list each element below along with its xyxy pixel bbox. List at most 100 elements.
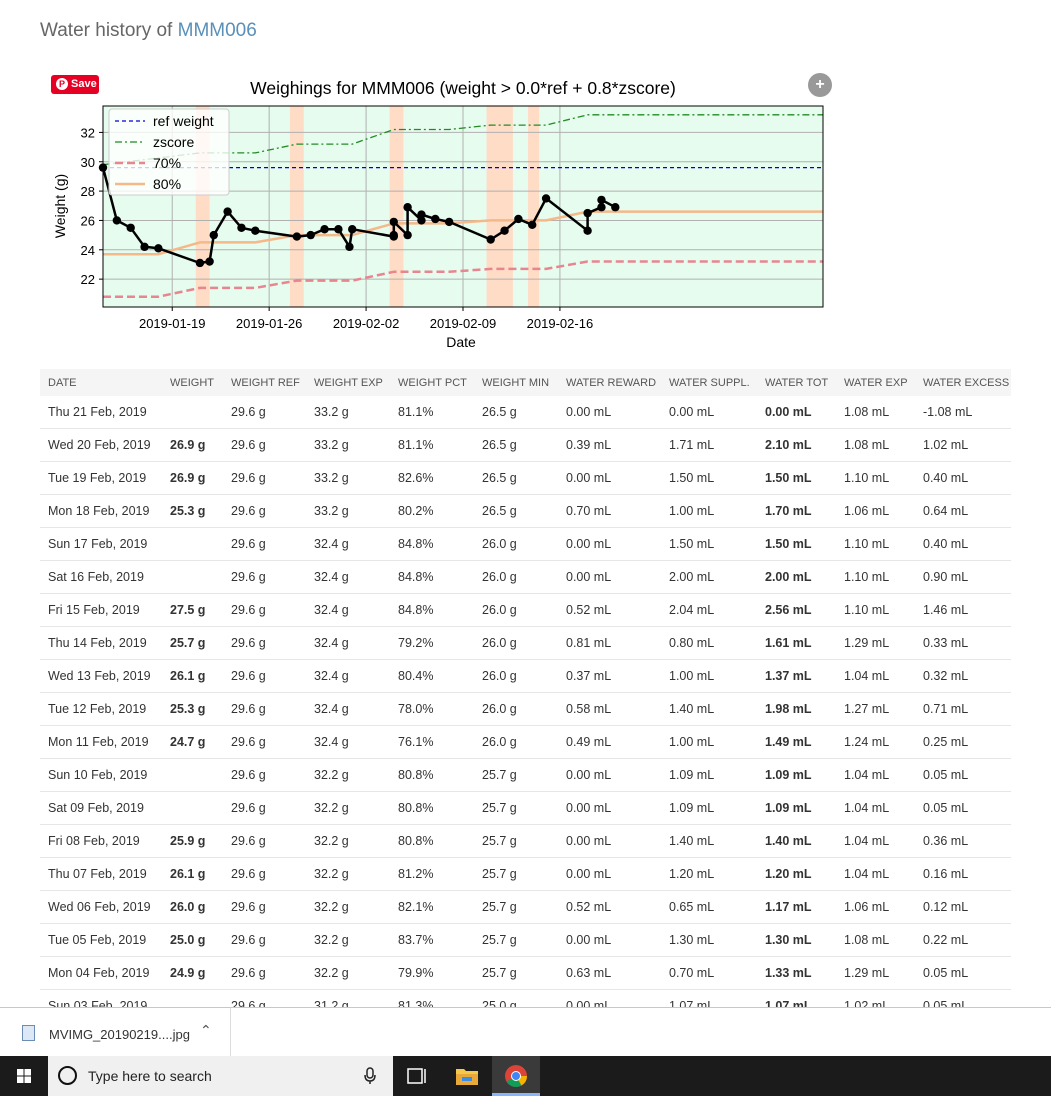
file-explorer-icon[interactable] xyxy=(443,1056,491,1096)
weight-point-31 xyxy=(583,226,592,235)
weight-point-19 xyxy=(389,217,398,227)
table-cell: 1.04 mL xyxy=(836,659,915,693)
water-history-table: DATE WEIGHT WEIGHT REF WEIGHT EXP WEIGHT PCT… xyxy=(40,369,1011,1023)
download-item[interactable]: MVIMG_20190219....jpg ⌃ xyxy=(0,1008,231,1056)
table-cell: 29.6 g xyxy=(223,527,306,561)
table-cell: 1.30 mL xyxy=(661,923,757,957)
weight-point-14 xyxy=(334,225,343,234)
table-cell: 0.40 mL xyxy=(915,527,1011,561)
windows-start-icon[interactable] xyxy=(0,1056,48,1096)
table-cell: 1.04 mL xyxy=(836,758,915,792)
table-cell: Sun 10 Feb, 2019 xyxy=(40,758,162,792)
table-cell: 1.50 mL xyxy=(661,527,757,561)
table-cell xyxy=(162,560,223,594)
x-tick-label-3: 2019-02-09 xyxy=(430,316,497,331)
table-row: Thu 14 Feb, 2019 25.7 g 29.6 g 32.4 g 79.2% 2… xyxy=(40,626,1011,660)
table-row: Wed 20 Feb, 2019 26.9 g 29.6 g 33.2 g 81.1% 2… xyxy=(40,428,1011,462)
table-cell: 24.7 g xyxy=(162,725,223,759)
table-cell: 25.3 g xyxy=(162,692,223,726)
table-cell: 29.6 g xyxy=(223,725,306,759)
table-cell: 32.2 g xyxy=(306,923,390,957)
table-cell: 0.00 mL xyxy=(558,396,661,429)
table-row: Mon 11 Feb, 2019 24.7 g 29.6 g 32.4 g 76.1% 2… xyxy=(40,725,1011,759)
table-cell: 1.70 mL xyxy=(757,494,836,528)
table-cell: 26.5 g xyxy=(474,494,558,528)
crosshair-icon[interactable]: + xyxy=(808,73,832,97)
table-row: Thu 07 Feb, 2019 26.1 g 29.6 g 32.2 g 81.2% 2… xyxy=(40,857,1011,891)
pinterest-save-button[interactable]: P Save xyxy=(51,75,99,94)
table-cell: 0.40 mL xyxy=(915,461,1011,495)
weight-point-9 xyxy=(237,223,246,232)
table-cell: 81.2% xyxy=(390,857,474,891)
table-cell: 33.2 g xyxy=(306,428,390,462)
shaded-band-4 xyxy=(528,106,540,307)
table-cell: 0.52 mL xyxy=(558,890,661,924)
x-tick-label-2: 2019-02-02 xyxy=(333,316,400,331)
weight-point-2 xyxy=(126,223,135,232)
table-cell: 26.0 g xyxy=(474,626,558,660)
table-cell: 84.8% xyxy=(390,527,474,561)
windows-taskbar: Type here to search xyxy=(0,1056,1051,1096)
table-cell: 0.32 mL xyxy=(915,659,1011,693)
table-cell: Mon 04 Feb, 2019 xyxy=(40,956,162,990)
table-row: Wed 13 Feb, 2019 26.1 g 29.6 g 32.4 g 80.4% 2… xyxy=(40,659,1011,693)
table-cell: 1.02 mL xyxy=(915,428,1011,462)
table-cell: 1.08 mL xyxy=(836,923,915,957)
subject-link[interactable]: MMM006 xyxy=(177,20,257,41)
image-file-icon xyxy=(22,1025,35,1041)
x-axis-ticks: 2019-01-19 2019-01-26 2019-02-02 2019-02-09… xyxy=(139,307,593,331)
table-cell: 0.64 mL xyxy=(915,494,1011,528)
table-cell: 1.00 mL xyxy=(661,659,757,693)
table-cell: 0.16 mL xyxy=(915,857,1011,891)
table-cell: 29.6 g xyxy=(223,890,306,924)
table-cell: 0.00 mL xyxy=(558,857,661,891)
task-view-icon[interactable] xyxy=(393,1056,441,1096)
microphone-icon[interactable] xyxy=(363,1067,377,1085)
chrome-icon[interactable] xyxy=(492,1056,540,1096)
column-header: WATER SUPPL. xyxy=(661,369,757,396)
table-cell: 0.90 mL xyxy=(915,560,1011,594)
shaded-band-3 xyxy=(486,106,513,307)
y-tick-label-1: 24 xyxy=(81,243,95,258)
table-cell: 0.81 mL xyxy=(558,626,661,660)
weight-point-20 xyxy=(403,230,412,240)
table-cell: 1.50 mL xyxy=(757,461,836,495)
column-header: WEIGHT PCT xyxy=(390,369,474,396)
taskbar-search-box[interactable]: Type here to search xyxy=(48,1056,393,1096)
table-cell: 1.24 mL xyxy=(836,725,915,759)
weight-point-26 xyxy=(486,235,495,244)
y-tick-label-2: 26 xyxy=(81,213,95,228)
table-row: Tue 19 Feb, 2019 26.9 g 29.6 g 33.2 g 82.6% 2… xyxy=(40,461,1011,495)
table-cell: 0.33 mL xyxy=(915,626,1011,660)
table-cell xyxy=(162,396,223,429)
table-cell: 81.1% xyxy=(390,428,474,462)
table-cell: Wed 13 Feb, 2019 xyxy=(40,659,162,693)
table-cell: 80.8% xyxy=(390,758,474,792)
table-cell: 0.37 mL xyxy=(558,659,661,693)
x-tick-label-1: 2019-01-26 xyxy=(236,316,303,331)
weight-point-30 xyxy=(541,194,551,203)
table-cell: 0.00 mL xyxy=(558,527,661,561)
table-cell: 32.2 g xyxy=(306,758,390,792)
table-cell: 1.09 mL xyxy=(661,758,757,792)
table-cell: 1.46 mL xyxy=(915,593,1011,627)
table-cell: 2.00 mL xyxy=(661,560,757,594)
chart-title: Weighings for MMM006 (weight > 0.0*ref +… xyxy=(250,78,676,98)
table-cell: 32.4 g xyxy=(306,626,390,660)
table-cell: 0.05 mL xyxy=(915,758,1011,792)
table-cell: 0.00 mL xyxy=(558,758,661,792)
table-cell: 29.6 g xyxy=(223,428,306,462)
table-cell: 29.6 g xyxy=(223,396,306,429)
table-cell: Fri 15 Feb, 2019 xyxy=(40,593,162,627)
chevron-up-icon[interactable]: ⌃ xyxy=(200,1022,212,1038)
table-cell: Thu 14 Feb, 2019 xyxy=(40,626,162,660)
table-cell: 1.04 mL xyxy=(836,824,915,858)
table-cell: 0.05 mL xyxy=(915,956,1011,990)
table-cell: 1.49 mL xyxy=(757,725,836,759)
table-cell: Wed 20 Feb, 2019 xyxy=(40,428,162,462)
table-cell: 29.6 g xyxy=(223,560,306,594)
table-cell: 29.6 g xyxy=(223,461,306,495)
table-cell: 80.8% xyxy=(390,824,474,858)
table-cell: 32.4 g xyxy=(306,560,390,594)
